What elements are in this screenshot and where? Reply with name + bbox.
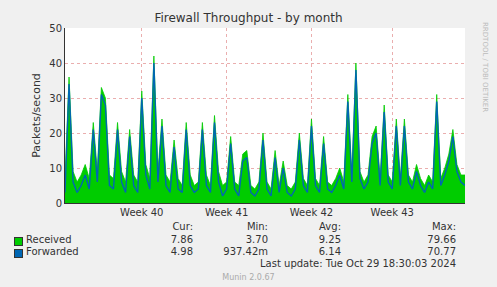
svg-text:40: 40 <box>49 58 62 69</box>
html-text:Received: Received <box>26 234 72 245</box>
html-text:9.25: 9.25 <box>318 234 341 245</box>
html-text:Min:: Min: <box>246 221 268 232</box>
html-text:70.77: 70.77 <box>427 246 456 257</box>
html-text:79.66: 79.66 <box>427 234 456 245</box>
svg-text:Week 41: Week 41 <box>205 207 248 218</box>
svg-text:Week 40: Week 40 <box>120 207 163 218</box>
html-text:4.98: 4.98 <box>170 246 193 257</box>
svg-text:10: 10 <box>49 163 62 174</box>
html-text:RRDTOOL / TOBI OETIKER: RRDTOOL / TOBI OETIKER <box>481 22 489 113</box>
svg-text:20: 20 <box>49 128 62 139</box>
html-text:7.86: 7.86 <box>170 234 193 245</box>
html-text:3.70: 3.70 <box>245 234 268 245</box>
svg-text:Week 42: Week 42 <box>290 207 333 218</box>
html-text:937.42m: 937.42m <box>223 246 268 257</box>
html-text:6.14: 6.14 <box>318 246 341 257</box>
html-text:Forwarded: Forwarded <box>26 246 79 257</box>
html-text:Last update: Tue Oct 29 18:30:: Last update: Tue Oct 29 18:30:03 2024 <box>260 258 456 269</box>
svg-text:30: 30 <box>49 93 62 104</box>
svg-text:Firewall Throughput - by month: Firewall Throughput - by month <box>154 11 342 25</box>
html-text:Cur:: Cur: <box>172 221 193 232</box>
svg-text:0: 0 <box>56 198 62 209</box>
html-text:Max:: Max: <box>432 221 456 232</box>
html-text:Munin 2.0.67: Munin 2.0.67 <box>222 273 275 282</box>
svg-text:50: 50 <box>49 23 62 34</box>
html-text:Avg:: Avg: <box>319 221 341 232</box>
svg-text:Packets/second: Packets/second <box>30 73 43 158</box>
svg-text:Week 43: Week 43 <box>371 207 414 218</box>
